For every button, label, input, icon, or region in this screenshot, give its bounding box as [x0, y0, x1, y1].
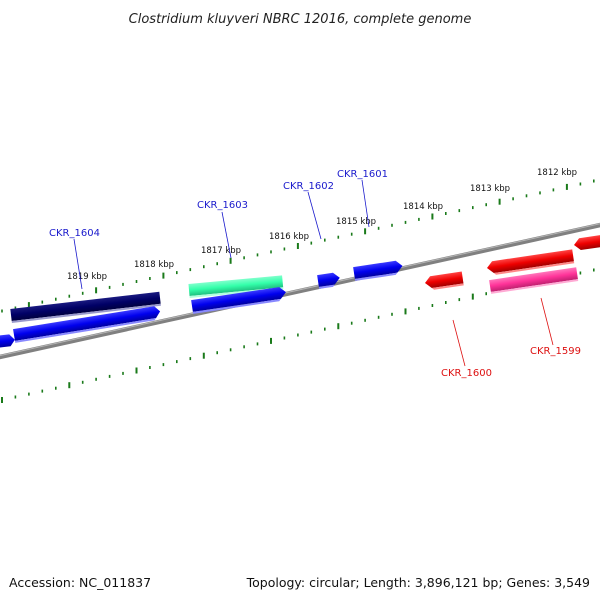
gene-ckr-1605-arrow[interactable] [13, 305, 161, 343]
gene-ckr-1600-arrow[interactable] [424, 271, 464, 291]
kbp-labels: 1812 kbp 1813 kbp 1814 kbp 1815 kbp 1816… [67, 168, 577, 282]
gene-ckr-1602-arrow[interactable] [317, 272, 341, 289]
gene-ckr-1599-arrow[interactable] [489, 267, 579, 294]
gene-label-ckr-1603[interactable]: CKR_1603 [197, 200, 248, 211]
gene-label-ckr-1599[interactable]: CKR_1599 [530, 346, 581, 357]
genome-backbone [0, 222, 600, 360]
gene-label-ckr-1601[interactable]: CKR_1601 [337, 169, 388, 180]
kbp-label-1815: 1815 kbp [336, 217, 376, 227]
gene-label-leaders [73, 179, 554, 367]
gene-label-ckr-1604[interactable]: CKR_1604 [49, 228, 100, 239]
gene-label-ckr-1602[interactable]: CKR_1602 [283, 181, 334, 192]
kbp-label-1814: 1814 kbp [403, 202, 443, 212]
gene-ckr-1598-arrow[interactable] [486, 249, 575, 276]
kbp-ruler-upper [1, 179, 595, 313]
gene-partial-left-arrow[interactable] [0, 334, 16, 348]
gene-ckr-1601-arrow[interactable] [353, 260, 404, 281]
gene-label-ckr-1600[interactable]: CKR_1600 [441, 368, 492, 379]
accession-text: Accession: NC_011837 [9, 575, 151, 590]
gene-labels: CKR_1604 CKR_1603 CKR_1602 CKR_1601 CKR_… [49, 169, 581, 379]
genome-title: Clostridium kluyveri NBRC 12016, complet… [129, 12, 472, 27]
kbp-label-1818: 1818 kbp [134, 260, 174, 270]
gene-partial-right-arrow[interactable] [573, 234, 600, 251]
kbp-label-1813: 1813 kbp [470, 184, 510, 194]
gene-ckr-1603b-arrow[interactable] [191, 286, 287, 314]
kbp-label-1816: 1816 kbp [269, 232, 309, 242]
gene-features [0, 234, 600, 348]
kbp-label-1817: 1817 kbp [201, 246, 241, 256]
kbp-label-1819: 1819 kbp [67, 272, 107, 282]
genome-summary-text: Topology: circular; Length: 3,896,121 bp… [246, 575, 590, 590]
gene-ckr-1604-arrow[interactable] [10, 291, 161, 323]
kbp-label-1812: 1812 kbp [537, 168, 577, 178]
